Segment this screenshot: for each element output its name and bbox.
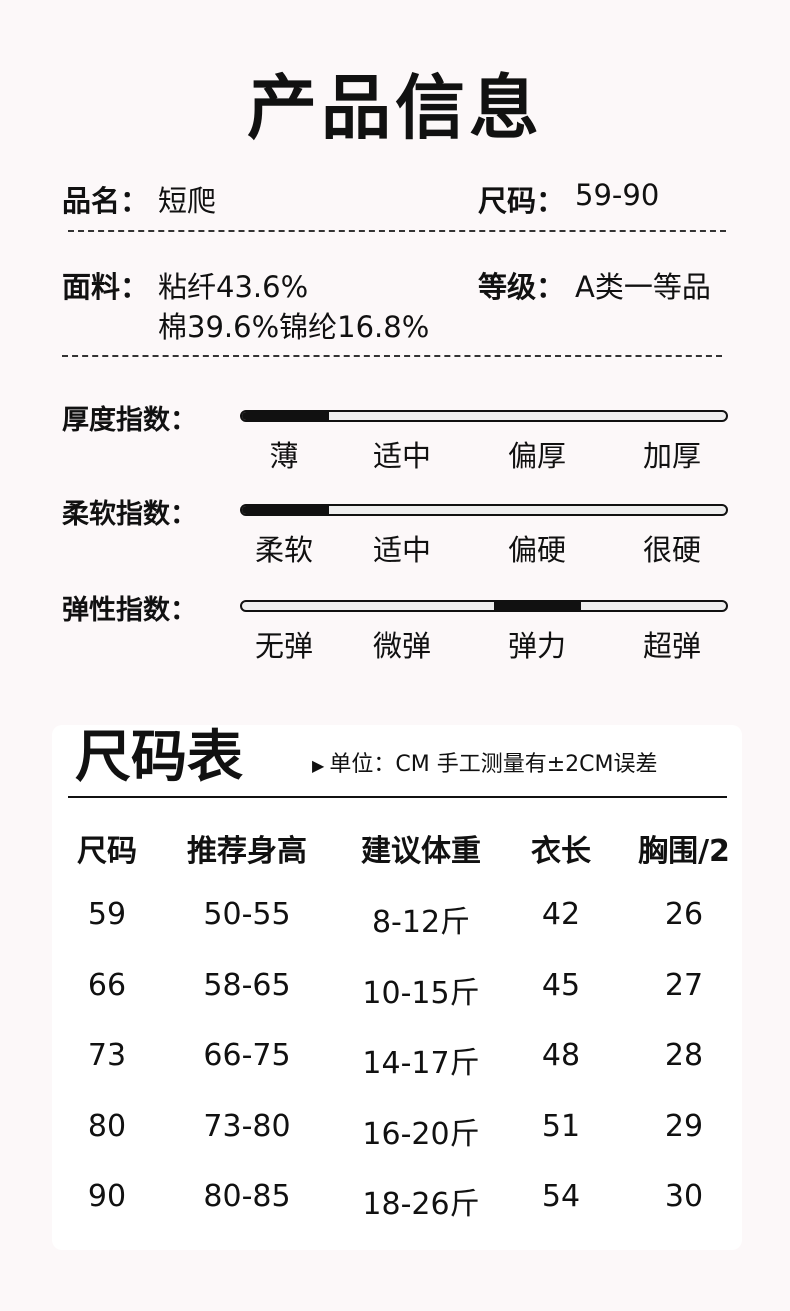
index-level: 适中 (372, 533, 432, 567)
index-level: 加厚 (642, 439, 702, 473)
page-title: 产品信息 (247, 67, 543, 149)
note-text: 单位：CM 手工测量有±2CM误差 (329, 752, 658, 777)
fabric-line1: 粘纤43.6% (158, 270, 309, 304)
table-cell: 50-55 (203, 897, 291, 932)
table-cell: 29 (664, 1108, 704, 1144)
index-bar-fill (493, 602, 581, 610)
index-label: 柔软指数： (62, 499, 197, 530)
table-cell: 42 (541, 897, 581, 932)
table-cell: 66 (87, 967, 127, 1003)
fabric-line2: 棉39.6%锦纶16.8% (158, 310, 430, 344)
table-cell: 80-85 (203, 1179, 291, 1214)
table-cell: 73 (87, 1038, 127, 1073)
index-label: 弹性指数： (62, 595, 197, 626)
index-level: 无弹 (254, 629, 314, 663)
table-cell: 58-65 (203, 967, 291, 1003)
table-cell: 73-80 (203, 1108, 291, 1144)
table-cell: 90 (87, 1179, 127, 1214)
index-level: 偏厚 (507, 439, 567, 473)
table-cell: 18-26斤 (362, 1187, 480, 1222)
index-level: 弹力 (507, 629, 567, 663)
index-level: 适中 (372, 439, 432, 473)
table-header: 建议体重 (361, 834, 481, 869)
index-bar (240, 504, 728, 516)
index-level: 柔软 (254, 533, 314, 567)
divider (68, 230, 726, 232)
table-cell: 26 (664, 897, 704, 932)
index-level: 超弹 (642, 629, 702, 663)
name-value: 短爬 (158, 184, 217, 218)
divider (68, 796, 727, 798)
table-cell: 80 (87, 1108, 127, 1144)
table-cell: 8-12斤 (371, 905, 471, 940)
grade-label: 等级： (478, 270, 566, 304)
table-header: 尺码 (77, 834, 137, 869)
index-bar (240, 410, 728, 422)
index-level: 很硬 (642, 533, 702, 567)
table-cell: 66-75 (203, 1038, 291, 1073)
index-bar (240, 600, 728, 612)
table-cell: 45 (541, 967, 581, 1003)
table-cell: 51 (541, 1108, 581, 1144)
fabric-label: 面料： (62, 270, 150, 304)
size-value: 59-90 (575, 178, 660, 212)
table-cell: 54 (541, 1179, 581, 1214)
size-chart-note: ▶ 单位：CM 手工测量有±2CM误差 (312, 746, 658, 778)
table-cell: 30 (664, 1179, 704, 1214)
index-bar-fill (242, 506, 330, 514)
size-label: 尺码： (478, 184, 566, 218)
name-label: 品名： (62, 184, 150, 218)
index-level: 微弹 (372, 629, 432, 663)
table-header: 推荐身高 (187, 834, 307, 869)
table-cell: 14-17斤 (362, 1046, 480, 1081)
size-chart-card (52, 725, 742, 1250)
index-level: 偏硬 (507, 533, 567, 567)
index-label: 厚度指数： (62, 405, 197, 436)
table-cell: 16-20斤 (362, 1116, 480, 1152)
table-cell: 48 (541, 1038, 581, 1073)
table-cell: 27 (664, 967, 704, 1003)
table-header: 胸围/2 (638, 834, 730, 869)
index-level: 薄 (269, 439, 299, 473)
grade-value: A类一等品 (575, 270, 711, 304)
divider (62, 355, 722, 357)
index-bar-fill (242, 412, 330, 420)
triangle-right-icon: ▶ (312, 756, 330, 775)
table-cell: 10-15斤 (362, 975, 480, 1011)
table-cell: 28 (664, 1038, 704, 1073)
table-header: 衣长 (531, 834, 591, 869)
table-cell: 59 (87, 897, 127, 932)
size-chart-title: 尺码表 (75, 725, 243, 790)
